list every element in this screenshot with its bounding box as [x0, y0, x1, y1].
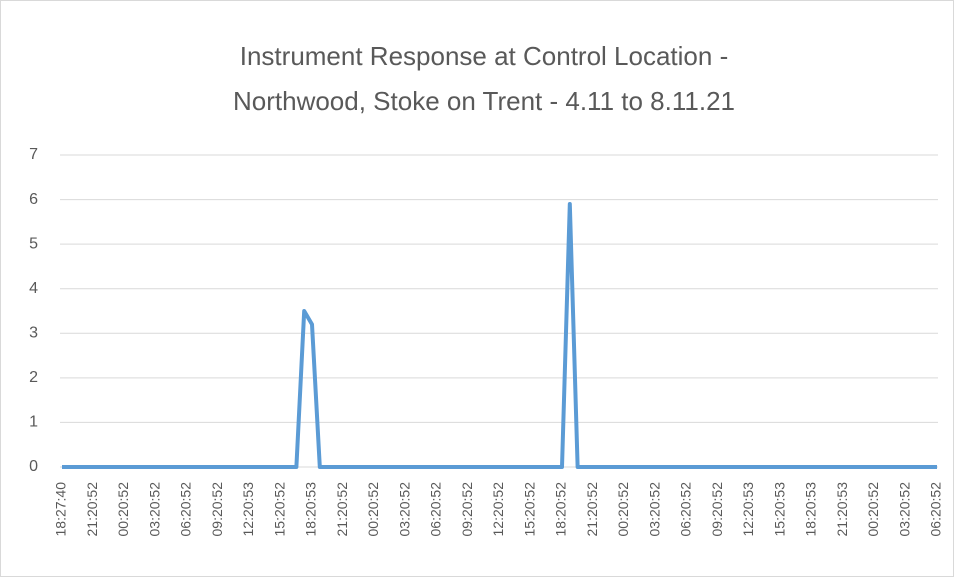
y-tick-label: 6	[29, 191, 38, 208]
x-tick-label: 18:20:52	[553, 482, 569, 537]
x-tick-label: 15:20:53	[771, 482, 787, 537]
y-tick-label: 0	[29, 458, 38, 475]
x-tick-label: 06:20:52	[428, 482, 444, 537]
x-tick-label: 21:20:53	[834, 482, 850, 537]
y-tick-label: 5	[29, 235, 38, 252]
x-tick-label: 12:20:53	[240, 482, 256, 537]
y-tick-label: 3	[29, 325, 38, 342]
x-tick-label: 15:20:52	[271, 482, 287, 537]
y-tick-label: 4	[29, 280, 38, 297]
y-tick-label: 1	[29, 414, 38, 431]
x-tick-label: 12:20:52	[490, 482, 506, 537]
x-tick-label: 15:20:52	[521, 482, 537, 537]
chart-title-line: Instrument Response at Control Location …	[240, 41, 728, 71]
x-tick-label: 09:20:52	[209, 482, 225, 537]
y-tick-label: 7	[29, 146, 38, 163]
chart-title-line: Northwood, Stoke on Trent - 4.11 to 8.11…	[233, 86, 735, 116]
x-tick-label: 06:20:52	[178, 482, 194, 537]
x-tick-label: 00:20:52	[865, 482, 881, 537]
x-tick-label: 03:20:52	[396, 482, 412, 537]
x-tick-label: 21:20:52	[334, 482, 350, 537]
data-line	[62, 202, 937, 469]
x-tick-label: 06:20:52	[928, 482, 944, 537]
x-tick-label: 09:20:52	[709, 482, 725, 537]
x-tick-label: 18:20:53	[303, 482, 319, 537]
x-tick-label: 03:20:52	[146, 482, 162, 537]
y-tick-label: 2	[29, 369, 38, 386]
x-tick-label: 03:20:52	[646, 482, 662, 537]
x-tick-label: 06:20:52	[678, 482, 694, 537]
x-tick-label: 03:20:52	[896, 482, 912, 537]
x-tick-label: 00:20:52	[365, 482, 381, 537]
x-tick-label: 18:27:40	[53, 482, 69, 537]
x-tick-label: 00:20:52	[615, 482, 631, 537]
x-tick-label: 09:20:52	[459, 482, 475, 537]
x-tick-label: 21:20:52	[84, 482, 100, 537]
x-tick-label: 18:20:53	[803, 482, 819, 537]
x-tick-label: 12:20:53	[740, 482, 756, 537]
x-tick-label: 00:20:52	[115, 482, 131, 537]
x-tick-label: 21:20:52	[584, 482, 600, 537]
